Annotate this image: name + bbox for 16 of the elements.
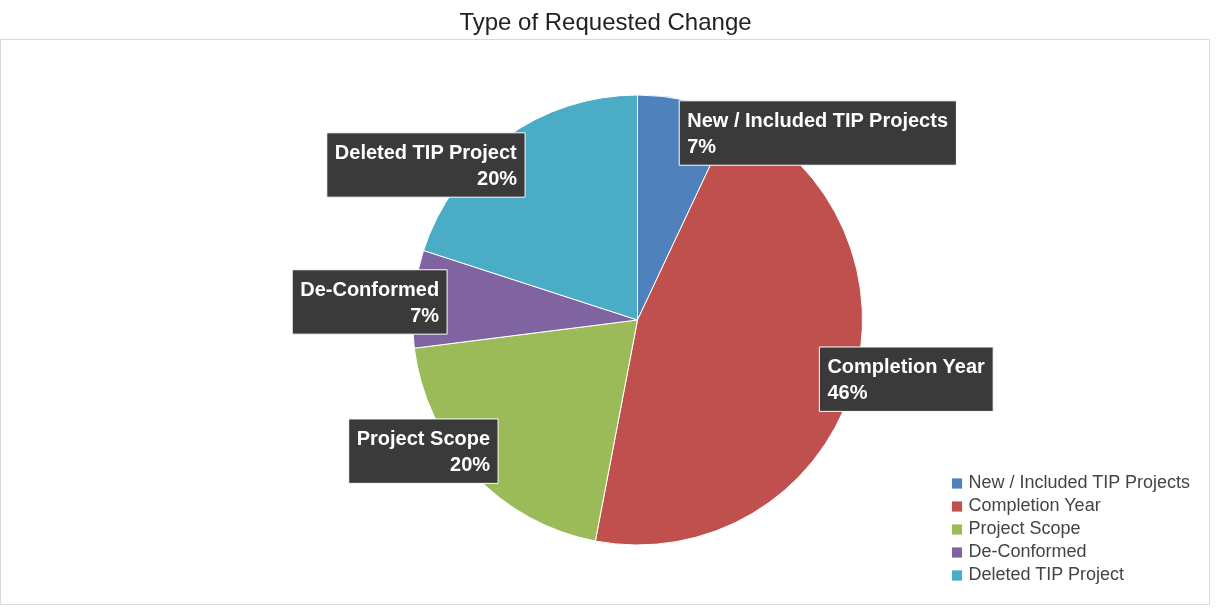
legend-label: Deleted TIP Project [968, 564, 1124, 585]
data-label: 7% [410, 304, 440, 327]
slice-label: De-Conformed [300, 277, 440, 300]
data-label: 20% [477, 167, 518, 190]
slice-label: Completion Year [827, 355, 986, 377]
legend-label: De-Conformed [968, 541, 1087, 562]
data-label: 7% [687, 135, 717, 158]
data-label: 46% [827, 381, 868, 404]
slice-label: Deleted TIP Project [334, 140, 518, 163]
data-label: 20% [450, 453, 491, 476]
slice-label: New / Included TIP Projects [687, 108, 949, 131]
legend-label: New / Included TIP Projects [968, 472, 1190, 493]
legend-label: Project Scope [968, 518, 1081, 539]
chart-title: Type of Requested Change [459, 7, 752, 35]
legend-label: Completion Year [968, 495, 1101, 516]
slice-label: Project Scope [356, 426, 491, 449]
